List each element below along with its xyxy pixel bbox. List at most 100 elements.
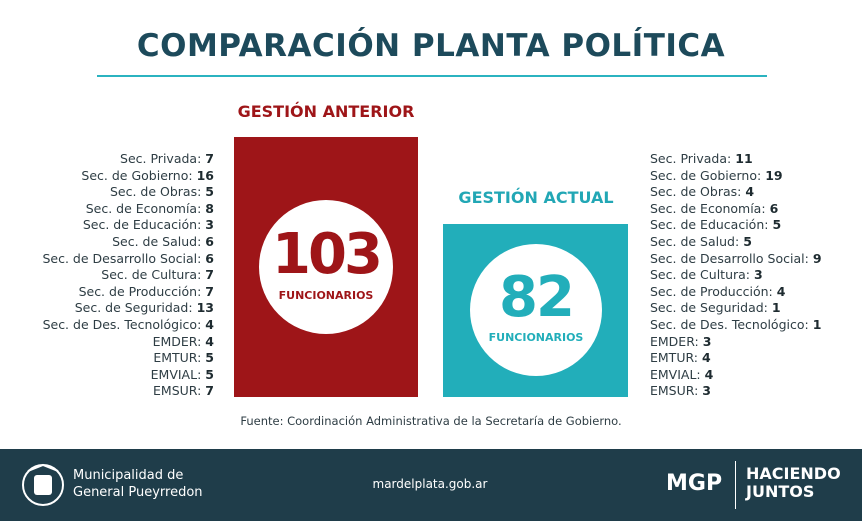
item-value: 6 <box>769 200 779 216</box>
item: Sec. de Educación: 3 <box>42 217 214 234</box>
item-label: Sec. de Seguridad: <box>74 300 193 316</box>
item: Sec. de Producción: 7 <box>42 284 214 301</box>
item-value: 5 <box>743 233 752 249</box>
slogan: HACIENDO JUNTOS <box>746 465 841 501</box>
item-label: EMVIAL: <box>150 366 202 382</box>
item-label: EMDER: <box>152 333 202 349</box>
item-label: Sec. de Educación: <box>82 217 202 233</box>
item-value: 6 <box>205 250 214 266</box>
item-label: EMSUR: <box>650 383 699 399</box>
item-value: 3 <box>754 267 763 283</box>
item-label: Sec. de Economía: <box>650 200 766 216</box>
item-list: Sec. Privada: 7 Sec. de Gobierno: 16 Sec. de… <box>42 151 214 400</box>
item-value: 4 <box>205 316 214 332</box>
item-label: Sec. de Gobierno: <box>81 167 193 183</box>
total: 82 <box>499 265 575 330</box>
item: Sec. Privada: 11 <box>650 151 822 168</box>
item: Sec. de Economía: 8 <box>42 201 214 218</box>
item-value: 13 <box>196 300 214 316</box>
org-line: General Pueyrredon <box>73 485 203 500</box>
slogan-line: HACIENDO <box>746 464 841 483</box>
item: Sec. Privada: 7 <box>42 151 214 168</box>
item: EMTUR: 4 <box>650 350 822 367</box>
item-value: 1 <box>771 300 781 316</box>
item-label: Sec. de Salud: <box>650 233 740 249</box>
unit: FUNCIONARIOS <box>278 289 374 302</box>
item-label: Sec. de Cultura: <box>650 267 750 283</box>
item: Sec. de Des. Tecnológico: 4 <box>42 317 214 334</box>
item: Sec. de Des. Tecnológico: 1 <box>650 317 822 334</box>
circle <box>259 200 393 334</box>
item-label: Sec. de Economía: <box>85 200 202 216</box>
item-label: Sec. de Desarrollo Social: <box>650 250 809 266</box>
org-line: Municipalidad de <box>73 468 184 483</box>
item: Sec. de Educación: 5 <box>650 217 822 234</box>
footer: Municipalidad de General Pueyrredon mard… <box>0 449 862 521</box>
item-label: Sec. de Des. Tecnológico: <box>42 316 202 332</box>
item-label: Sec. de Desarrollo Social: <box>42 250 202 266</box>
item: Sec. de Cultura: 3 <box>650 267 822 284</box>
item-value: 11 <box>735 151 753 166</box>
item: Sec. de Producción: 4 <box>650 284 822 301</box>
item-label: EMVIAL: <box>650 366 701 382</box>
item-value: 8 <box>205 200 214 216</box>
item: Sec. de Salud: 6 <box>42 234 214 251</box>
total: 103 <box>272 222 383 287</box>
logo-crest <box>22 463 64 506</box>
divider <box>735 461 736 509</box>
unit: FUNCIONARIOS <box>488 331 584 344</box>
item: Sec. de Desarrollo Social: 6 <box>42 251 214 268</box>
item: EMDER: 3 <box>650 334 822 351</box>
item-list: Sec. Privada: 11 Sec. de Gobierno: 19 Sec. d… <box>650 151 822 400</box>
item-value: 3 <box>702 383 711 399</box>
item: Sec. de Seguridad: 13 <box>42 300 214 317</box>
item-value: 5 <box>772 217 782 233</box>
item-value: 4 <box>704 366 714 382</box>
item-label: EMTUR: <box>650 350 698 366</box>
item-value: 9 <box>812 250 822 266</box>
item: EMVIAL: 5 <box>42 367 214 384</box>
heading: GESTIÓN ANTERIOR <box>237 102 415 121</box>
item-label: Sec. de Obras: <box>109 184 202 200</box>
item-label: Sec. de Obras: <box>650 184 742 200</box>
item-value: 5 <box>205 184 214 200</box>
item-value: 16 <box>196 167 214 183</box>
item-label: Sec. de Gobierno: <box>650 167 762 183</box>
item-value: 4 <box>776 283 786 299</box>
website: mardelplata.gob.ar <box>372 477 488 491</box>
source: Fuente: Coordinación Administrativa de l… <box>240 414 622 428</box>
heading: GESTIÓN ACTUAL <box>458 188 614 207</box>
item-label: Sec. de Seguridad: <box>650 300 768 316</box>
item-value: 4 <box>701 350 711 366</box>
item: EMTUR: 5 <box>42 350 214 367</box>
item: Sec. de Seguridad: 1 <box>650 300 822 317</box>
item-label: Sec. de Salud: <box>112 233 202 249</box>
item-value: 7 <box>205 383 214 399</box>
item-label: Sec. Privada: <box>650 151 732 166</box>
title-rule <box>97 75 767 77</box>
item: Sec. de Gobierno: 16 <box>42 168 214 185</box>
item: Sec. de Obras: 4 <box>650 184 822 201</box>
item-value: 4 <box>745 184 755 200</box>
item-value: 4 <box>205 333 214 349</box>
item-value: 5 <box>205 366 214 382</box>
brand: MGP <box>666 471 723 496</box>
item-label: Sec. de Educación: <box>650 217 769 233</box>
item: Sec. de Salud: 5 <box>650 234 822 251</box>
slogan-line: JUNTOS <box>746 482 815 501</box>
org-name: Municipalidad de General Pueyrredon <box>73 467 203 501</box>
item: Sec. de Obras: 5 <box>42 184 214 201</box>
item: Sec. de Gobierno: 19 <box>650 168 822 185</box>
item-value: 7 <box>205 267 214 283</box>
item: EMVIAL: 4 <box>650 367 822 384</box>
item-value: 7 <box>205 283 214 299</box>
circle <box>470 244 602 376</box>
item-label: Sec. de Producción: <box>650 283 773 299</box>
title: COMPARACIÓN PLANTA POLÍTICA <box>136 28 726 64</box>
item: EMSUR: 7 <box>42 383 214 400</box>
item: Sec. de Cultura: 7 <box>42 267 214 284</box>
item-value: 3 <box>702 333 712 349</box>
item-label: EMSUR: <box>153 383 202 399</box>
item-label: EMTUR: <box>153 350 202 366</box>
item-label: Sec. Privada: <box>120 151 202 166</box>
